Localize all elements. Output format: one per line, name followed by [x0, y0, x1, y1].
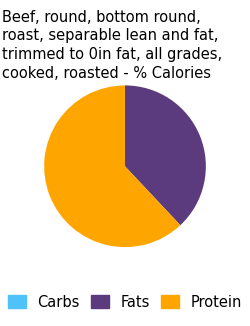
- Text: Beef, round, bottom round,
roast, separable lean and fat,
trimmed to 0in fat, al: Beef, round, bottom round, roast, separa…: [2, 10, 223, 81]
- Legend: Carbs, Fats, Protein: Carbs, Fats, Protein: [2, 289, 248, 316]
- Wedge shape: [44, 85, 180, 247]
- Wedge shape: [125, 85, 206, 225]
